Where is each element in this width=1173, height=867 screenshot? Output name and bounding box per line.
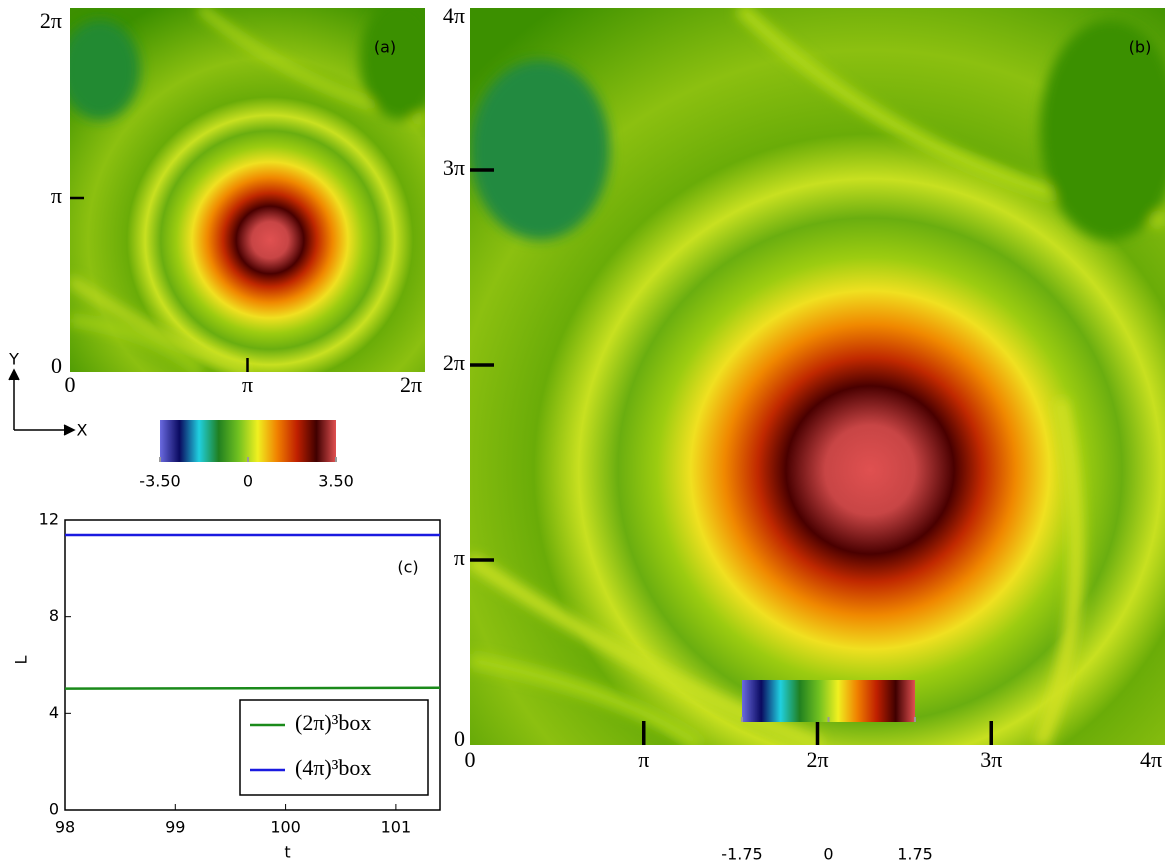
axis-indicator-label: X bbox=[77, 421, 88, 440]
y-tick-label: 2π bbox=[443, 350, 465, 375]
x-tick-label: π bbox=[242, 372, 253, 397]
y-tick-label: π bbox=[454, 545, 465, 570]
axis-indicator-label: Y bbox=[8, 350, 19, 369]
x-tick-label: 99 bbox=[165, 818, 185, 837]
field-image bbox=[470, 8, 1165, 745]
y-tick-label: 4 bbox=[49, 703, 59, 722]
colorbar bbox=[742, 680, 915, 722]
colorbar-tick-label: 0 bbox=[823, 845, 833, 864]
x-tick-label: 3π bbox=[980, 747, 1002, 772]
colorbar-tick-label: -3.50 bbox=[139, 472, 180, 491]
colorbar-tick-label: 0 bbox=[243, 472, 253, 491]
panel-label: (b) bbox=[1129, 38, 1152, 57]
y-tick-label: 8 bbox=[49, 606, 59, 625]
x-tick-label: π bbox=[638, 747, 649, 772]
panel-label: (a) bbox=[374, 38, 396, 57]
y-tick-label: 0 bbox=[454, 726, 465, 751]
y-tick-label: 4π bbox=[443, 3, 465, 28]
x-tick-label: 100 bbox=[270, 818, 301, 837]
y-tick-label: 12 bbox=[39, 510, 59, 529]
x-tick-label: 101 bbox=[381, 818, 412, 837]
legend bbox=[239, 699, 429, 796]
x-axis-label: t bbox=[284, 843, 290, 862]
legend-label: (4π)³box bbox=[295, 755, 371, 780]
y-axis-label: L bbox=[12, 655, 31, 664]
colorbar bbox=[160, 420, 336, 462]
y-tick-label: 0 bbox=[51, 353, 62, 378]
colorbar-tick-label: 3.50 bbox=[318, 472, 354, 491]
x-tick-label: 2π bbox=[806, 747, 828, 772]
series-line bbox=[64, 686, 441, 690]
x-tick-label: 4π bbox=[1140, 747, 1162, 772]
xy-indicator bbox=[8, 368, 76, 436]
field-image bbox=[70, 8, 425, 372]
plot-area bbox=[64, 519, 441, 811]
x-tick-label: 0 bbox=[465, 747, 476, 772]
x-tick-label: 2π bbox=[400, 372, 422, 397]
y-tick-label: 3π bbox=[443, 155, 465, 180]
x-tick-label: 0 bbox=[65, 372, 76, 397]
x-tick-label: 98 bbox=[55, 818, 75, 837]
colorbar-tick-label: 1.75 bbox=[897, 845, 933, 864]
colorbar-tick-label: -1.75 bbox=[721, 845, 762, 864]
y-tick-label: π bbox=[51, 183, 62, 208]
legend-label: (2π)³box bbox=[295, 710, 371, 735]
y-tick-label: 0 bbox=[49, 800, 59, 819]
panel-label: (c) bbox=[397, 558, 418, 577]
y-tick-label: 2π bbox=[40, 8, 62, 33]
